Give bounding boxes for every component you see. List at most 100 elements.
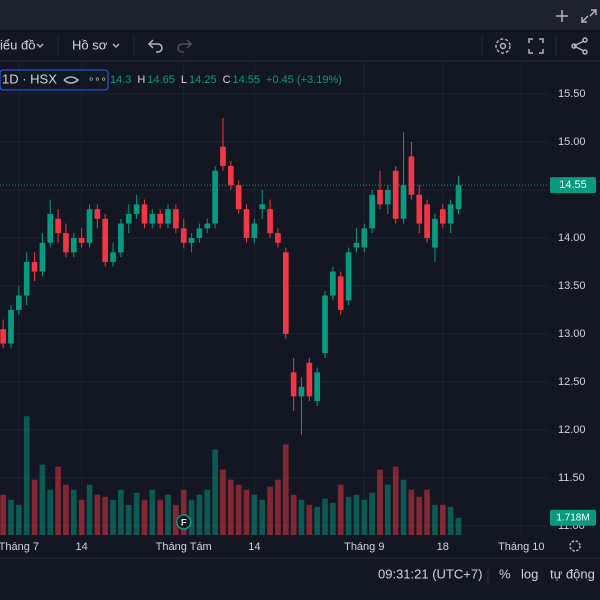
x-tick-label: Tháng 9 (344, 541, 384, 553)
candle-body (369, 194, 375, 229)
event-marker (175, 514, 192, 530)
volume-bar (188, 499, 195, 535)
auto-toggle[interactable]: tự động (550, 566, 595, 581)
volume-bar (424, 489, 430, 535)
candle-body (267, 209, 273, 234)
percent-toggle[interactable]: % (499, 566, 511, 581)
chevron (112, 43, 120, 49)
candle-body (39, 242, 46, 272)
volume-bar (377, 469, 383, 535)
candle-body (330, 271, 336, 296)
chart-menu[interactable]: iểu đồ (0, 37, 35, 52)
event-marker-label: F (181, 517, 187, 527)
volume-bar (16, 504, 22, 535)
candle-body (157, 213, 163, 224)
top-bar (0, 0, 600, 30)
eye-icon[interactable] (63, 76, 80, 84)
x-tick-label: Tháng 10 (498, 541, 544, 553)
candle-body (385, 189, 391, 205)
candle-body (447, 204, 454, 224)
volume-bar (204, 489, 211, 535)
candle-body (188, 237, 195, 243)
expand-icon[interactable] (581, 9, 597, 23)
redo-icon[interactable] (177, 39, 193, 53)
candle-body (55, 218, 61, 234)
candle-body (141, 204, 148, 224)
candle-body (8, 309, 14, 344)
price-label-box (550, 177, 596, 194)
candle-body (275, 233, 281, 243)
add-icon[interactable] (556, 10, 568, 22)
volume-bar (47, 489, 54, 535)
volume-bar (275, 479, 281, 535)
log-toggle[interactable]: log (521, 566, 538, 581)
volume-bar (235, 484, 242, 535)
volume-bar (290, 494, 297, 535)
candle-body (353, 242, 360, 248)
y-tick-label: 15.00 (558, 136, 586, 148)
candle-body (180, 228, 187, 243)
axis-settings[interactable] (569, 540, 581, 552)
candle-body (243, 209, 250, 238)
candle-body (337, 276, 344, 310)
profile-menu[interactable]: Hồ sơ (72, 37, 108, 52)
volume-bar (220, 469, 226, 535)
fullscreen-icon[interactable] (528, 38, 544, 54)
candle-body (314, 372, 321, 402)
candle-body (23, 261, 30, 296)
price-label: 14.55 (559, 179, 587, 191)
x-tick-label: 18 (437, 541, 449, 553)
x-tick-label: 14 (76, 541, 88, 553)
volume-bar (165, 494, 171, 535)
candle-body (345, 252, 352, 301)
volume-bar (70, 489, 77, 535)
candle-body (251, 223, 258, 238)
volume-bar (125, 504, 132, 535)
candle-body (408, 156, 415, 195)
candle-body (204, 223, 211, 229)
legend-item: 14.55 (233, 74, 261, 86)
settings-icon[interactable] (495, 38, 511, 54)
candle-body (400, 185, 407, 219)
volume-bar (110, 499, 116, 535)
candle-body (16, 295, 22, 310)
volume-bar (63, 484, 69, 535)
volume-bar (400, 479, 407, 535)
volume-bar (94, 494, 101, 535)
legend-item: +0.45 (+3.19%) (266, 74, 342, 86)
candle-body (212, 170, 218, 224)
candle-body (439, 209, 446, 224)
legend-item: L (181, 74, 187, 86)
volume-bar (133, 492, 140, 535)
volume-bar (196, 494, 203, 535)
volume-bar (439, 504, 446, 535)
volume-bar (55, 466, 61, 535)
more-icon[interactable]: ∘∘∘ (88, 75, 107, 86)
legend-item: 14.3 (110, 74, 131, 86)
legend-item: 14.65 (147, 74, 175, 86)
y-tick-label: 12.50 (558, 376, 586, 388)
candle-body (94, 209, 101, 219)
volume-bar (212, 449, 218, 535)
candle-body (416, 194, 423, 224)
candle-body (133, 204, 140, 214)
volume-bar (8, 499, 14, 535)
legend-item: C (223, 74, 231, 86)
volume-bar (180, 489, 187, 535)
candle-body (165, 209, 171, 224)
y-tick-label: 13.50 (558, 280, 586, 292)
volume-bar (141, 499, 148, 535)
candle-body (377, 189, 383, 205)
candle-body (432, 218, 438, 248)
symbol-box[interactable] (0, 69, 109, 91)
volume-bar (345, 496, 352, 535)
volume-bar (353, 494, 360, 535)
volume-bar (102, 496, 109, 535)
volume-bar (369, 492, 375, 535)
volume-bar (314, 506, 321, 535)
volume-bar (385, 484, 391, 535)
candle-body (149, 213, 156, 224)
undo-icon[interactable] (147, 39, 163, 53)
volume-label-box (550, 509, 596, 526)
